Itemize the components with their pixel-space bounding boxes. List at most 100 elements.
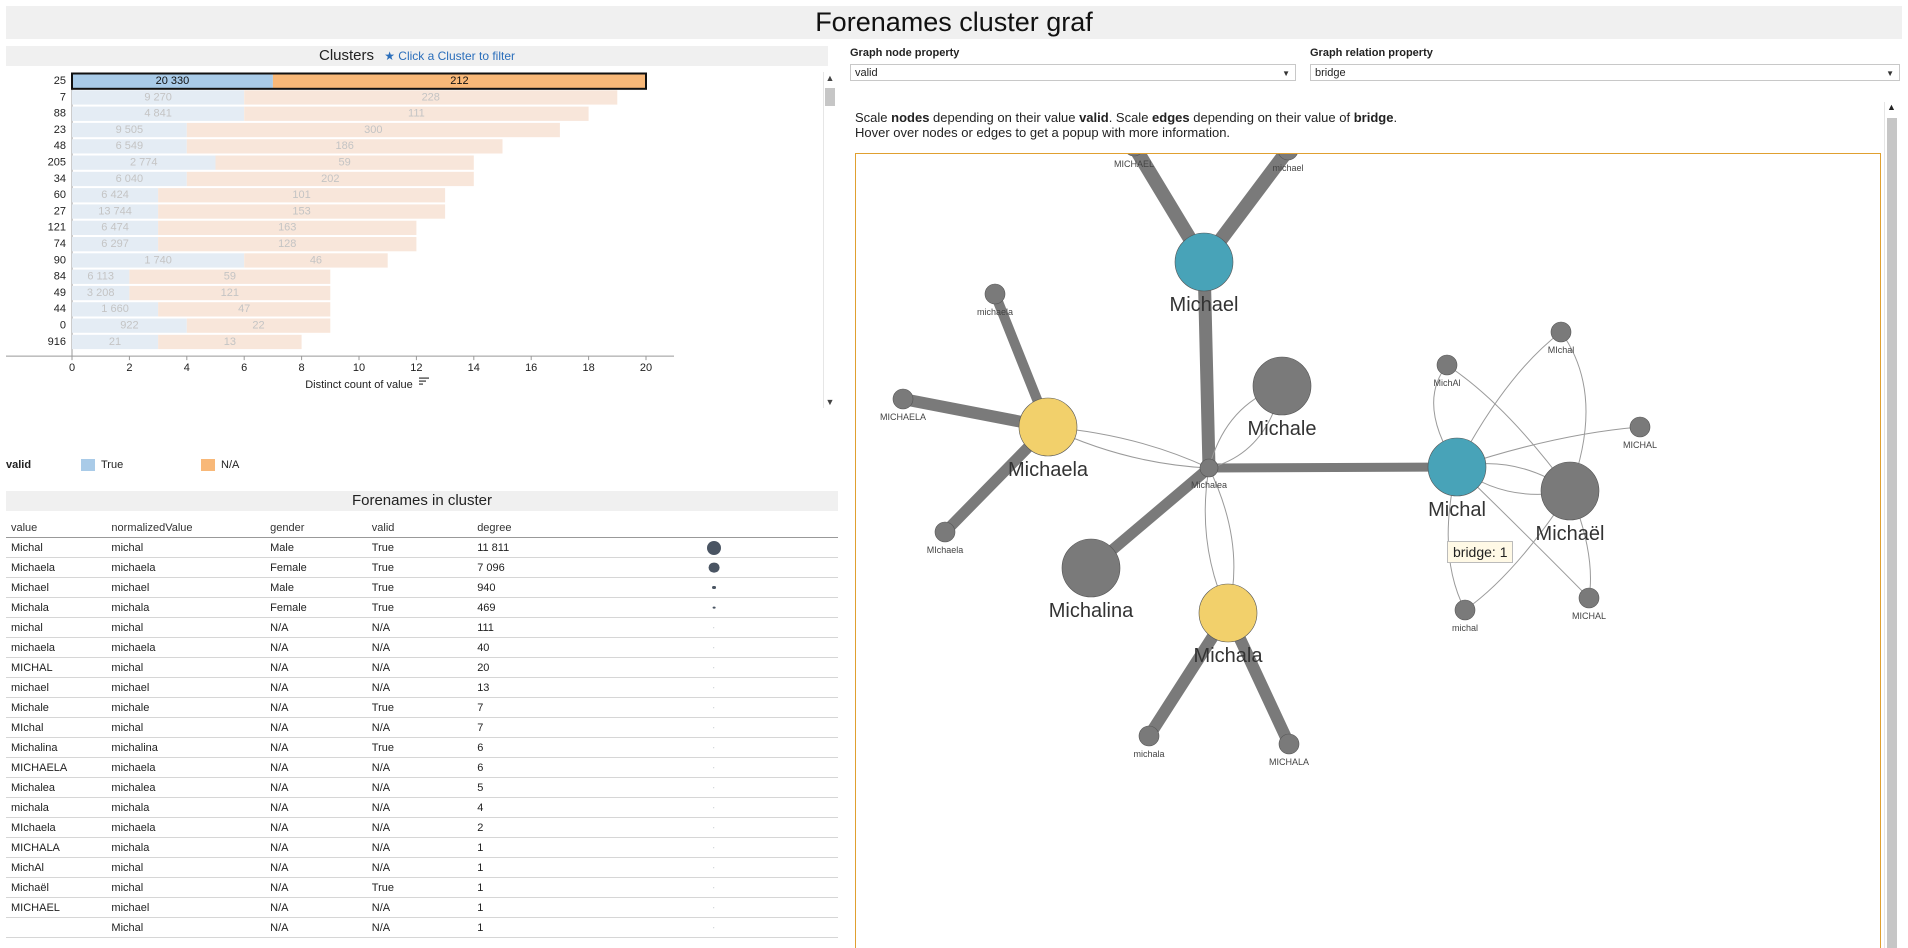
table-row[interactable]: MICHAL michal N/A N/A 20 <box>6 657 838 678</box>
node-michal-upper[interactable] <box>1629 416 1651 438</box>
bar-true[interactable] <box>72 334 159 350</box>
bar-true[interactable] <box>72 253 245 268</box>
bar-true[interactable] <box>72 269 130 284</box>
bar-true[interactable] <box>72 285 130 301</box>
bar-na[interactable] <box>158 204 446 219</box>
cluster-bar-chart[interactable]: 25 20 330 212 7 9 270 228 88 4 841 111 23 9 505 300… <box>6 70 836 440</box>
chevron-down-icon[interactable]: ▼ <box>1282 69 1290 78</box>
graph-edge[interactable] <box>1204 462 1462 473</box>
cluster-label[interactable]: 34 <box>54 173 66 185</box>
bar-true[interactable] <box>72 139 187 154</box>
table-row[interactable]: Michal michal Male True 11 811 <box>6 537 838 558</box>
node-michael-lower[interactable] <box>1278 154 1298 161</box>
table-row[interactable]: MICHAELA michaela N/A N/A 6 <box>6 757 838 778</box>
cluster-label[interactable]: 205 <box>48 157 66 169</box>
bar-true[interactable] <box>72 220 159 235</box>
node-michal-mixed2[interactable] <box>1550 321 1572 343</box>
cluster-label[interactable]: 27 <box>54 205 66 217</box>
bar-true[interactable] <box>72 318 187 333</box>
column-header-degree[interactable]: degree <box>472 519 584 538</box>
bar-true[interactable] <box>72 302 159 317</box>
table-row[interactable]: Michal N/A N/A 1 <box>6 917 838 938</box>
table-row[interactable]: MICHAEL michael N/A N/A 1 <box>6 897 838 918</box>
bar-true[interactable] <box>72 204 159 219</box>
node-michal-lower[interactable] <box>1454 599 1476 621</box>
chevron-down-icon[interactable]: ▼ <box>1886 69 1894 78</box>
node-michael-diaeresis[interactable] <box>1540 461 1600 521</box>
scroll-up-icon[interactable]: ▲ <box>825 73 835 83</box>
bar-na[interactable] <box>158 237 417 252</box>
bar-na[interactable] <box>129 269 331 284</box>
node-michaela-lower[interactable] <box>984 283 1006 305</box>
selected-bar-outline[interactable] <box>71 72 647 90</box>
table-row[interactable]: MichAl michal N/A N/A 1 <box>6 857 838 878</box>
table-row[interactable]: Michaël michal N/A True 1 <box>6 877 838 898</box>
node-michala-lower[interactable] <box>1138 725 1160 747</box>
node-michael[interactable] <box>1174 232 1234 292</box>
bar-true[interactable] <box>72 106 245 121</box>
bar-na[interactable] <box>244 106 589 121</box>
node-michala-upper[interactable] <box>1278 733 1300 755</box>
bar-true[interactable] <box>72 122 187 138</box>
legend-item-true[interactable]: True <box>81 457 123 473</box>
table-row[interactable]: Michale michale N/A True 7 <box>6 697 838 718</box>
cluster-label[interactable]: 121 <box>48 222 66 234</box>
bar-na[interactable] <box>244 90 618 105</box>
graph-canvas[interactable]: Michael Michaela Michale Michal Michaël Micha… <box>855 153 1881 948</box>
node-michale[interactable] <box>1252 356 1312 416</box>
table-row[interactable]: Michalina michalina N/A True 6 <box>6 737 838 758</box>
node-michal[interactable] <box>1427 437 1487 497</box>
bar-na[interactable] <box>244 253 388 268</box>
node-michaela-mixed[interactable] <box>934 521 956 543</box>
table-row[interactable]: michaela michaela N/A N/A 40 <box>6 637 838 658</box>
table-row[interactable]: michael michael N/A N/A 13 <box>6 677 838 698</box>
cluster-label[interactable]: 60 <box>54 189 66 201</box>
bar-true[interactable] <box>72 188 159 203</box>
bar-true[interactable] <box>72 155 216 170</box>
node-michael-upper[interactable] <box>1124 154 1144 157</box>
node-michaela[interactable] <box>1018 397 1078 457</box>
bar-true[interactable] <box>72 237 159 252</box>
graph-scrollbar[interactable]: ▲ <box>1884 102 1899 948</box>
column-header-gender[interactable]: gender <box>265 519 367 538</box>
bar-na[interactable] <box>186 139 503 154</box>
clusters-scroll-thumb[interactable] <box>825 88 835 106</box>
relation-property-select[interactable]: bridge ▼ <box>1310 64 1900 81</box>
bar-true[interactable] <box>72 90 245 105</box>
cluster-label[interactable]: 25 <box>54 75 66 87</box>
cluster-label[interactable]: 90 <box>54 254 66 266</box>
bar-na[interactable] <box>158 188 446 203</box>
node-property-select[interactable]: valid ▼ <box>850 64 1296 81</box>
table-row[interactable]: michal michal N/A N/A 111 <box>6 617 838 638</box>
table-row[interactable]: Michalea michalea N/A N/A 5 <box>6 777 838 798</box>
graph-edge[interactable] <box>1197 255 1216 475</box>
bar-na[interactable] <box>186 171 474 187</box>
node-michala[interactable] <box>1198 583 1258 643</box>
bar-na[interactable] <box>158 302 331 317</box>
sort-icon[interactable] <box>419 377 429 385</box>
bar-true[interactable] <box>72 171 187 187</box>
graph-svg[interactable]: Michael Michaela Michale Michal Michaël Micha… <box>856 154 1881 948</box>
table-row[interactable]: michala michala N/A N/A 4 <box>6 797 838 818</box>
node-michaela-upper[interactable] <box>892 388 914 410</box>
cluster-label[interactable]: 44 <box>54 303 66 315</box>
node-michalina[interactable] <box>1061 538 1121 598</box>
scroll-up-icon[interactable]: ▲ <box>1887 102 1896 112</box>
clusters-scrollbar[interactable]: ▲ ▼ <box>823 72 836 408</box>
legend-item-na[interactable]: N/A <box>201 457 239 473</box>
cluster-label[interactable]: 74 <box>54 238 66 250</box>
table-row[interactable]: MICHALA michala N/A N/A 1 <box>6 837 838 858</box>
table-row[interactable]: Michaela michaela Female True 7 096 <box>6 557 838 578</box>
cluster-label[interactable]: 49 <box>54 287 66 299</box>
node-michalea[interactable] <box>1199 458 1219 478</box>
bar-na[interactable] <box>272 74 646 89</box>
table-row[interactable]: MIchaela michaela N/A N/A 2 <box>6 817 838 838</box>
cluster-label[interactable]: 88 <box>54 108 66 120</box>
bar-na[interactable] <box>186 122 560 138</box>
graph-scroll-thumb[interactable] <box>1887 118 1897 948</box>
table-row[interactable]: Michala michala Female True 469 <box>6 597 838 618</box>
bar-na[interactable] <box>186 318 331 333</box>
bar-na[interactable] <box>158 220 417 235</box>
column-header-value[interactable]: value <box>6 519 107 538</box>
